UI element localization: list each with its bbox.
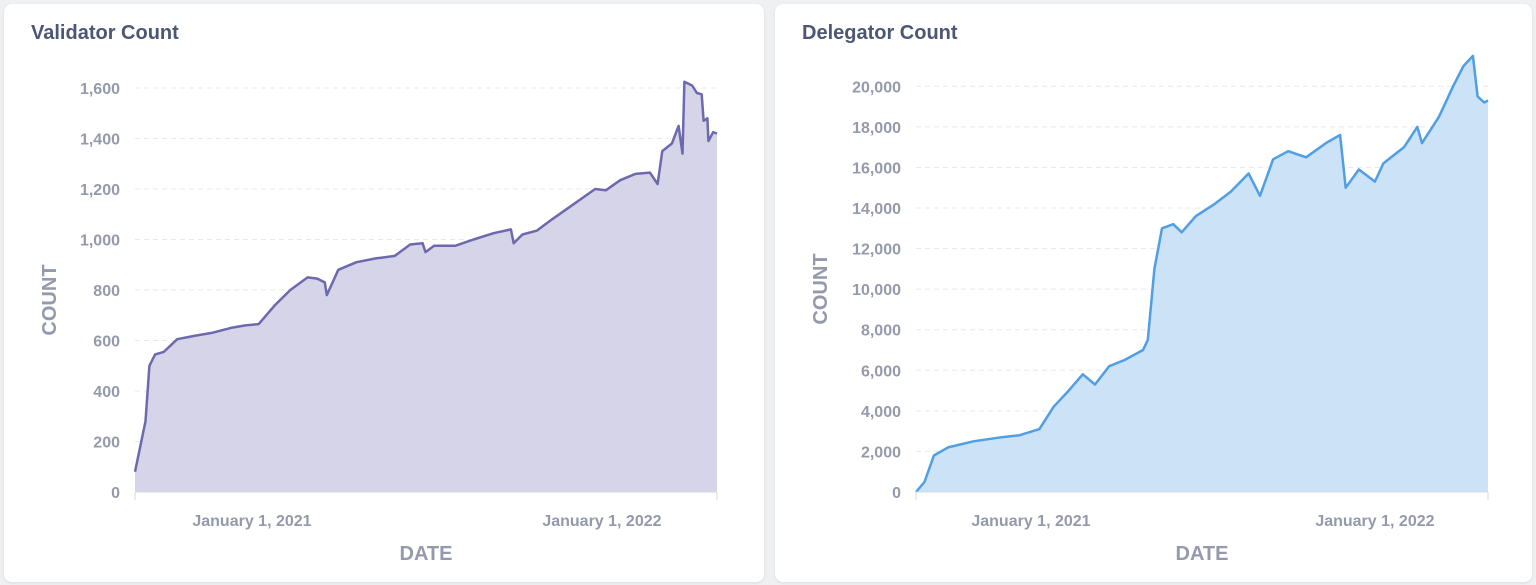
series-area <box>916 55 1488 493</box>
x-axis-title: DATE <box>1176 543 1229 565</box>
y-axis-title: COUNT <box>810 253 832 324</box>
y-tick-label: 16,000 <box>852 160 901 177</box>
y-axis-title: COUNT <box>39 264 61 335</box>
y-tick-label: 0 <box>111 485 120 502</box>
y-tick-label: 20,000 <box>852 79 901 96</box>
y-tick-label: 1,400 <box>80 132 120 149</box>
y-tick-label: 2,000 <box>861 444 901 461</box>
y-tick-label: 6,000 <box>861 363 901 380</box>
y-tick-label: 800 <box>93 283 120 300</box>
y-tick-label: 18,000 <box>852 120 901 137</box>
y-tick-label: 12,000 <box>852 242 901 259</box>
y-tick-label: 1,000 <box>80 233 120 250</box>
delegator-count-chart: 0 2,000 4,000 6,000 8,000 10,000 12,000 14,000 1… <box>810 54 1489 565</box>
x-axis-title: DATE <box>400 543 453 565</box>
y-tick-label: 600 <box>93 334 120 351</box>
delegator-count-card: Delegator Count 0 2,000 4,000 6,000 8,000 10,… <box>775 4 1532 582</box>
y-tick-label: 14,000 <box>852 201 901 218</box>
y-tick-label: 200 <box>93 435 120 452</box>
chart-title[interactable]: Delegator Count <box>802 22 958 44</box>
series-line[interactable] <box>915 54 1489 493</box>
x-tick-label: January 1, 2022 <box>1315 513 1434 530</box>
y-tick-label: 4,000 <box>861 404 901 421</box>
y-tick-label: 0 <box>892 485 901 502</box>
validator-count-chart: 0 200 400 600 800 1,000 1,200 1,400 1,600 January… <box>39 80 718 565</box>
x-tick-label: January 1, 2021 <box>971 513 1090 530</box>
y-tick-label: 8,000 <box>861 323 901 340</box>
chart-title[interactable]: Validator Count <box>31 22 179 44</box>
validator-count-card: Validator Count 0 200 400 600 800 1,000 1,200 1… <box>4 4 764 582</box>
y-tick-label: 10,000 <box>852 282 901 299</box>
series-line[interactable] <box>133 80 718 473</box>
y-tick-label: 1,200 <box>80 182 120 199</box>
x-tick-label: January 1, 2022 <box>542 513 661 530</box>
y-tick-label: 400 <box>93 384 120 401</box>
series-area <box>135 81 717 492</box>
x-tick-label: January 1, 2021 <box>192 513 311 530</box>
y-tick-label: 1,600 <box>80 81 120 98</box>
